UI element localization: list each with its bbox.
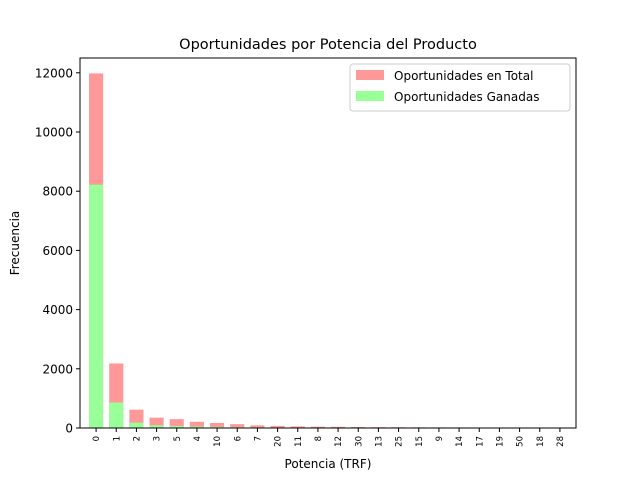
x-tick-label: 2 [132, 436, 142, 441]
bar-won [89, 185, 103, 428]
x-tick-label: 15 [415, 436, 425, 447]
plot-frame [80, 58, 576, 428]
x-tick-label: 4 [193, 436, 203, 441]
x-tick-label: 1 [112, 436, 122, 441]
y-tick-label: 0 [65, 422, 73, 436]
x-tick-label: 0 [92, 436, 102, 441]
x-tick-label: 11 [294, 436, 304, 447]
y-tick-label: 8000 [42, 185, 73, 199]
bar-won [109, 403, 123, 428]
x-tick-label: 17 [475, 436, 485, 447]
bar-won [129, 423, 143, 428]
x-tick-label: 10 [213, 436, 223, 447]
x-tick-label: 13 [374, 436, 384, 447]
legend: Oportunidades en Total Oportunidades Gana… [350, 64, 570, 111]
x-tick-label: 6 [233, 436, 243, 441]
x-tick-label: 28 [556, 436, 566, 447]
x-tick-label: 20 [274, 436, 284, 447]
x-tick-label: 7 [253, 436, 263, 441]
legend-label: Oportunidades en Total [394, 69, 533, 83]
y-tick-label: 10000 [35, 126, 73, 140]
chart-title: Oportunidades por Potencia del Producto [179, 37, 477, 53]
bars-group [89, 73, 567, 428]
legend-swatch [356, 91, 384, 101]
x-tick-label: 8 [314, 436, 324, 441]
legend-label: Oportunidades Ganadas [394, 90, 539, 104]
legend-swatch [356, 70, 384, 80]
y-tick-label: 4000 [42, 303, 73, 317]
x-tick-label: 14 [455, 436, 465, 447]
x-tick-label: 9 [435, 436, 445, 441]
x-tick-label: 25 [395, 436, 405, 447]
x-tick-label: 12 [334, 436, 344, 447]
x-tick-label: 5 [173, 436, 183, 441]
y-tick-label: 6000 [42, 244, 73, 258]
y-axis-label: Frecuencia [8, 211, 22, 276]
x-tick-label: 19 [495, 436, 505, 447]
y-axis: 0 2000 4000 6000 8000 10000 12000 [35, 66, 80, 435]
x-tick-label: 18 [536, 436, 546, 447]
x-tick-label: 50 [516, 436, 526, 447]
x-tick-label: 30 [354, 436, 364, 447]
y-tick-label: 12000 [35, 66, 73, 80]
x-tick-label: 3 [153, 436, 163, 441]
y-tick-label: 2000 [42, 362, 73, 376]
x-axis-label: Potencia (TRF) [285, 457, 372, 471]
